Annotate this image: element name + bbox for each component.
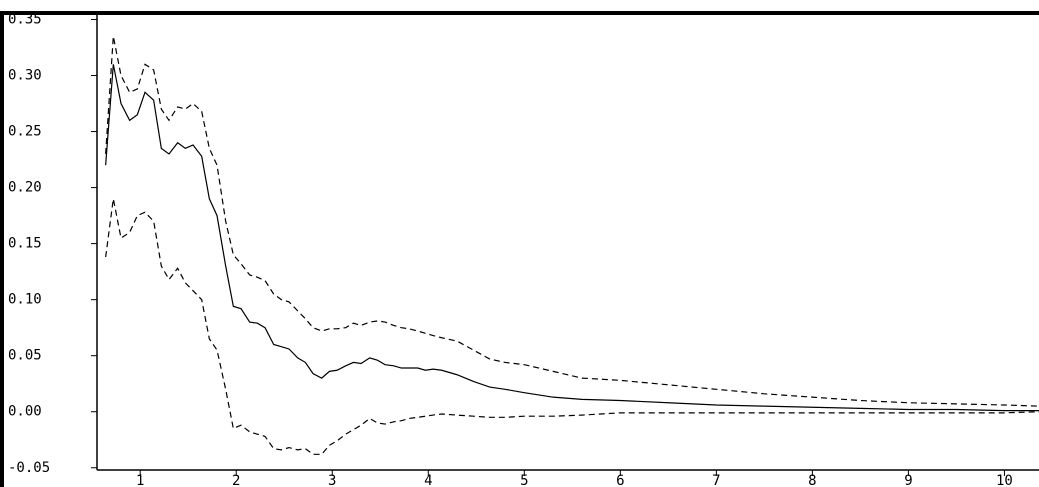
x-tick-label: 1 xyxy=(136,473,144,487)
frame-top xyxy=(0,11,1039,15)
y-tick-label: 0.05 xyxy=(8,348,42,364)
series-line xyxy=(105,64,1039,412)
series-line xyxy=(105,198,1039,455)
x-tick-label: 9 xyxy=(904,473,912,487)
frame-left xyxy=(0,11,4,487)
y-tick-label: 0.20 xyxy=(8,180,42,196)
y-tick-label: 0.25 xyxy=(8,124,42,140)
x-tick-label: 8 xyxy=(808,473,816,487)
x-tick-label: 5 xyxy=(520,473,528,487)
y-tick-label: 0.30 xyxy=(8,68,42,84)
x-tick-label: 3 xyxy=(328,473,336,487)
y-tick-label: 0.00 xyxy=(8,404,42,420)
x-tick-label: 4 xyxy=(424,473,432,487)
y-tick-label: 0.35 xyxy=(8,11,42,27)
x-tick-label: 6 xyxy=(616,473,624,487)
x-tick-label: 2 xyxy=(232,473,240,487)
y-tick-label: -0.05 xyxy=(8,460,50,476)
x-tick-label: 7 xyxy=(712,473,720,487)
y-tick-label: 0.10 xyxy=(8,292,42,308)
series-line xyxy=(105,36,1039,407)
y-tick-label: 0.15 xyxy=(8,236,42,252)
x-tick-label: 10 xyxy=(996,473,1013,487)
